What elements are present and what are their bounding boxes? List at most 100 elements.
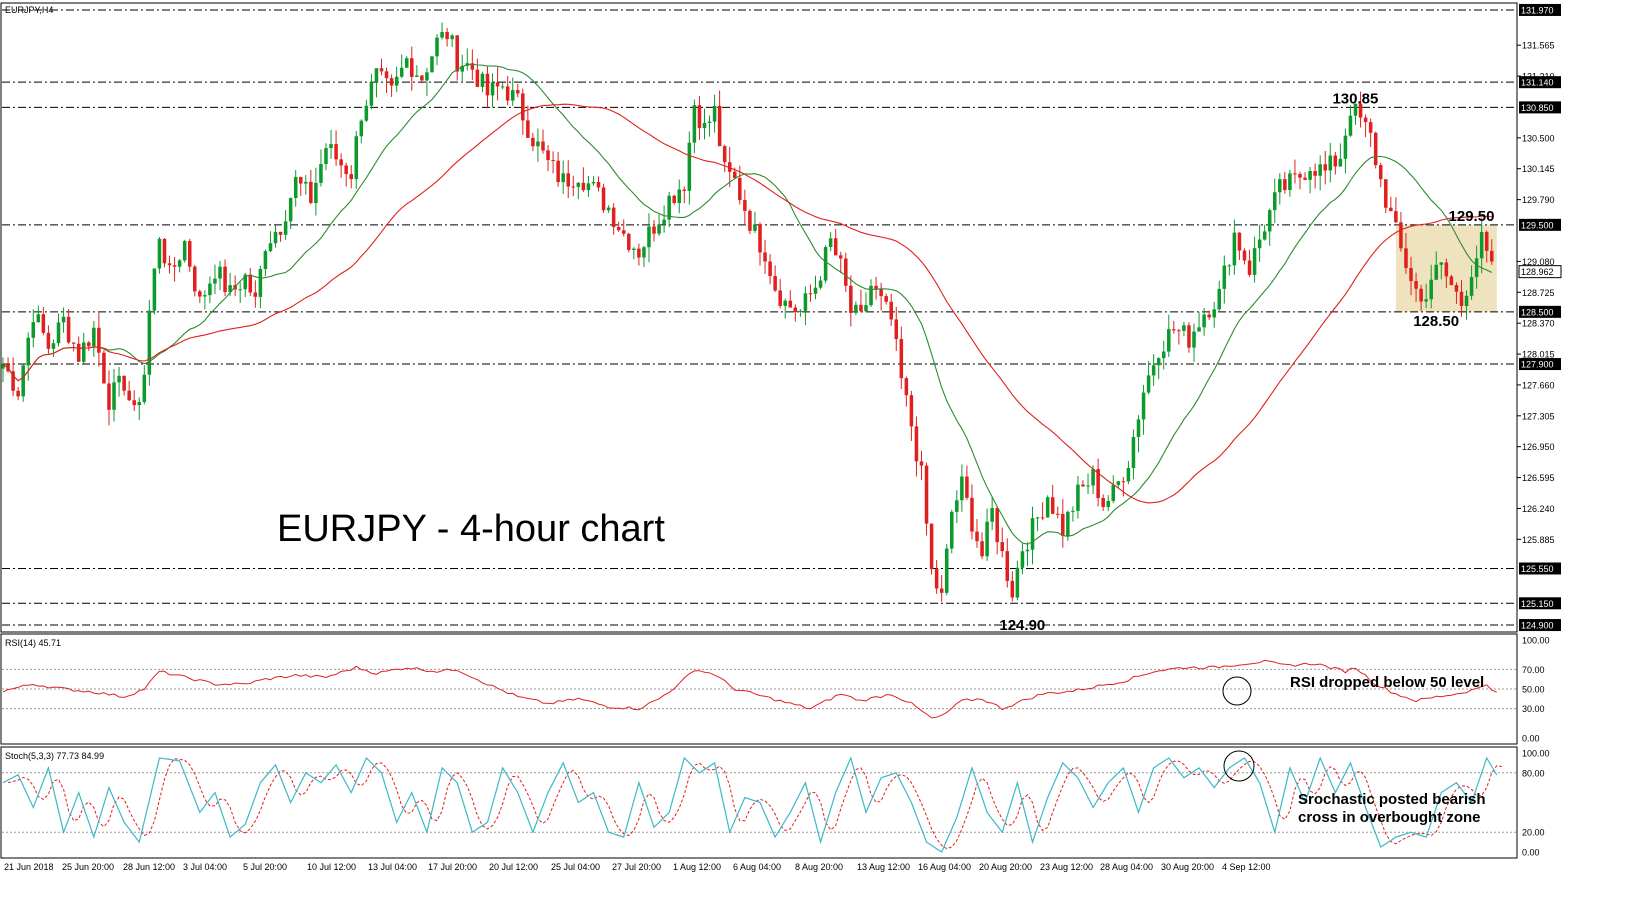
current-price-box: [1518, 265, 1562, 279]
level-label: 131.140: [1521, 78, 1554, 88]
candle-body: [213, 278, 217, 284]
candle-body: [763, 252, 767, 262]
candle-body: [596, 181, 601, 188]
level-label: 131.970: [1521, 5, 1554, 15]
level-box: [1519, 358, 1561, 371]
candle-body: [1091, 469, 1095, 486]
stoch-tick-label: 80.00: [1522, 768, 1545, 778]
candle-body: [702, 122, 707, 129]
candle-body: [627, 233, 631, 250]
candle-body: [833, 238, 838, 256]
y-tick-label: 129.080: [1522, 257, 1555, 267]
candle-body: [1459, 291, 1464, 306]
candle-body: [788, 300, 793, 308]
symbol-label: EURJPY,H4: [5, 5, 53, 15]
candle-body: [1020, 551, 1025, 568]
candle-body: [1434, 264, 1439, 280]
candle-body: [399, 67, 404, 77]
candle-body: [258, 268, 263, 297]
price-frame: [0, 2, 1518, 633]
candle-body: [359, 120, 364, 137]
candle-body: [460, 65, 465, 72]
candle-body: [1192, 331, 1196, 348]
x-tick-label: 25 Jun 20:00: [62, 862, 114, 872]
candle-body: [667, 195, 671, 220]
candle-body: [616, 227, 621, 231]
stoch-tick-label: 100.00: [1522, 749, 1550, 759]
slow-ma-line: [2, 103, 1492, 504]
candle-body: [127, 390, 131, 401]
candle-body: [394, 76, 399, 86]
candle-body: [1252, 248, 1257, 275]
candle-body: [1318, 164, 1322, 176]
candle-body: [874, 285, 878, 290]
candle-body: [1116, 481, 1121, 485]
y-tick-label: 125.885: [1522, 535, 1555, 545]
y-tick-label: 128.725: [1522, 288, 1555, 298]
candle-body: [1126, 467, 1131, 482]
candle-body: [717, 105, 722, 147]
candle-body: [1217, 288, 1222, 310]
candle-body: [1187, 325, 1191, 348]
candle-body: [581, 182, 586, 191]
candle-body: [349, 174, 353, 180]
candle-body: [243, 274, 248, 290]
candle-body: [1000, 542, 1005, 552]
candle-body: [1222, 265, 1227, 289]
fast-ma-line: [2, 63, 1493, 545]
price-panel: 131.970 131.140 130.850 129.500 128.500 127.9…: [0, 2, 1562, 634]
candle-body: [889, 301, 893, 320]
candle-body: [137, 402, 142, 406]
price-annotation: 130.85: [1332, 90, 1378, 107]
candle-body: [1066, 511, 1070, 536]
candle-body: [314, 182, 318, 204]
candle-body: [203, 295, 207, 297]
candle-body: [157, 238, 162, 269]
candle-body: [76, 343, 81, 362]
candle-body: [480, 73, 485, 87]
candle-body: [46, 332, 51, 349]
x-tick-label: 13 Jul 04:00: [368, 862, 417, 872]
price-annotation: 124.90: [999, 617, 1045, 634]
candle-body: [521, 93, 525, 121]
candle-body: [697, 105, 702, 129]
chart-title: EURJPY - 4-hour chart: [277, 508, 665, 550]
candle-body: [430, 56, 434, 73]
candle-body: [485, 73, 490, 96]
candle-body: [561, 173, 565, 183]
stoch-tick-label: 20.00: [1522, 828, 1545, 838]
candle-body: [26, 337, 30, 366]
candle-body: [1378, 165, 1383, 180]
candle-body: [551, 160, 555, 162]
rsi-panel: 100.00 70.00 50.00 30.00 0.00 RSI(14) 45.71 RS…: [0, 633, 1550, 745]
candle-body: [894, 319, 899, 340]
candle-body: [1005, 551, 1010, 581]
candle-body: [793, 307, 798, 312]
candle-body: [490, 82, 495, 96]
candle-body: [707, 121, 712, 123]
candle-body: [753, 224, 757, 231]
rsi-frame: [0, 633, 1518, 745]
candle-body: [526, 120, 530, 138]
candle-body: [238, 289, 242, 291]
candle-body: [379, 68, 384, 72]
candle-body: [1061, 513, 1065, 536]
y-tick-label: 129.790: [1522, 195, 1555, 205]
stoch-label: Stoch(5,3,3) 77.73 84.99: [5, 751, 104, 761]
candle-body: [193, 266, 197, 292]
candle-body: [1449, 276, 1454, 286]
candle-body: [546, 150, 550, 161]
candle-body: [56, 322, 61, 344]
x-tick-label: 23 Aug 12:00: [1040, 862, 1093, 872]
x-tick-label: 5 Jul 20:00: [243, 862, 287, 872]
candle-body: [1172, 329, 1176, 331]
candle-body: [758, 224, 762, 253]
candle-body: [263, 251, 268, 269]
candle-body: [929, 523, 934, 570]
candle-body: [1045, 497, 1050, 518]
candle-body: [677, 189, 682, 204]
candle-body: [970, 497, 974, 532]
candle-body: [354, 136, 359, 180]
